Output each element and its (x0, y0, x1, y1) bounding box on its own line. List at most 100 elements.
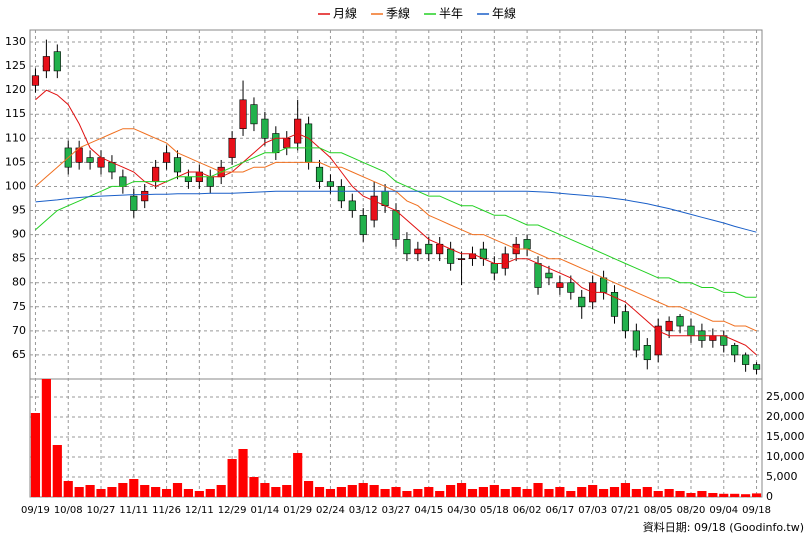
y2-tick-label: 5,000 (766, 470, 798, 483)
candle-body (447, 248, 455, 264)
volume-bar (380, 489, 390, 497)
legend-label: 半年 (439, 7, 463, 21)
candle-body (425, 243, 433, 255)
candle-body (654, 325, 662, 356)
candle-body (130, 195, 138, 211)
volume-bar (260, 483, 270, 497)
y2-tick-label: 25,000 (766, 390, 805, 403)
candle-body (250, 104, 258, 125)
candle-body (742, 354, 750, 365)
x-tick-label: 03/27 (382, 505, 411, 516)
x-tick-label: 06/17 (545, 505, 574, 516)
candle-body (403, 239, 411, 255)
y2-tick-label: 10,000 (766, 450, 805, 463)
x-tick-label: 06/02 (513, 505, 542, 516)
volume-bar (304, 481, 314, 497)
y-tick-label: 130 (5, 35, 26, 48)
x-tick-label: 12/11 (185, 505, 214, 516)
y-tick-label: 85 (12, 252, 26, 265)
candle-body (141, 190, 149, 202)
candle-body (239, 99, 247, 129)
volume-bar (566, 491, 576, 497)
x-tick-label: 08/20 (677, 505, 706, 516)
candle-body (348, 200, 356, 211)
candle-body (578, 296, 586, 308)
volume-bar (96, 489, 106, 497)
volume-bar (391, 487, 401, 497)
x-tick-label: 03/12 (349, 505, 378, 516)
volume-bar (653, 491, 663, 497)
footer-note: 資料日期: 09/18 (Goodinfo.tw) (643, 520, 804, 534)
y-tick-label: 90 (12, 228, 26, 241)
candle-body (621, 311, 630, 332)
y2-tick-label: 20,000 (766, 410, 805, 423)
volume-bar (544, 489, 554, 497)
volume-bar (402, 491, 412, 497)
volume-bar (478, 487, 488, 497)
candle-body (457, 258, 466, 260)
volume-bar (151, 487, 161, 497)
candle-body (687, 325, 695, 336)
x-tick-label: 11/26 (152, 505, 181, 516)
volume-bar (369, 485, 379, 497)
y-tick-label: 100 (5, 179, 26, 192)
candle-body (359, 215, 367, 235)
y-tick-label: 65 (12, 348, 26, 361)
candle-body (610, 292, 619, 317)
candle-body (184, 176, 192, 182)
candle-body (709, 335, 717, 341)
volume-bar (282, 485, 292, 497)
candle-body (326, 181, 335, 187)
volume-bar (325, 489, 336, 497)
volume-bar (63, 481, 73, 497)
volume-bar (424, 487, 434, 497)
x-tick-label: 09/04 (709, 505, 738, 516)
x-tick-label: 08/05 (644, 505, 673, 516)
candle-body (294, 118, 302, 144)
x-tick-label: 04/15 (414, 505, 443, 516)
volume-bar (620, 483, 631, 497)
volume-bar (741, 494, 751, 497)
volume-bar (227, 459, 237, 497)
volume-bar (183, 489, 194, 497)
volume-bar (577, 487, 587, 497)
candle-body (545, 272, 553, 279)
volume-bar (41, 379, 51, 497)
x-tick-label: 02/24 (316, 505, 345, 516)
x-tick-label: 05/18 (480, 505, 509, 516)
candle-body (86, 157, 94, 163)
volume-bar (631, 489, 641, 497)
candle-body (556, 282, 564, 288)
y-tick-label: 115 (5, 107, 26, 120)
volume-bar (336, 487, 346, 497)
candle-body (31, 75, 40, 86)
volume-bar (522, 489, 532, 497)
ma-line (35, 147, 757, 298)
volume-bar (697, 491, 707, 497)
x-tick-label: 01/14 (250, 505, 279, 516)
candle-body (162, 152, 171, 163)
volume-bar (293, 453, 303, 497)
candle-body (665, 320, 673, 332)
volume-bar (719, 493, 729, 497)
volume-bar (533, 483, 543, 497)
volume-bar (172, 483, 183, 497)
volume-bar (52, 445, 62, 497)
candle-body (501, 253, 509, 269)
plot-frame (29, 29, 763, 498)
volume-bar (500, 489, 510, 497)
candle-body (676, 316, 684, 327)
volume-bar (118, 483, 128, 497)
x-tick-label: 10/08 (54, 505, 83, 516)
x-tick-label: 04/30 (447, 505, 476, 516)
volume-bar (30, 413, 41, 497)
candle-body (228, 138, 236, 158)
volume-bar (446, 485, 456, 497)
candle-body (534, 263, 542, 288)
candle-body (261, 118, 269, 139)
x-tick-label: 01/29 (283, 505, 312, 516)
volume-bar (686, 493, 696, 497)
candle-body (643, 345, 651, 361)
volume-bar (194, 491, 204, 497)
